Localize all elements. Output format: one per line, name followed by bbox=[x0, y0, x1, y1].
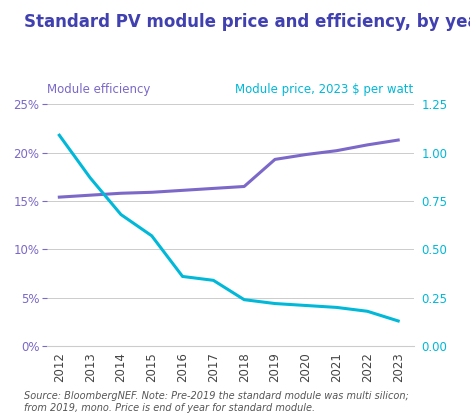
Text: Module price, 2023 $ per watt: Module price, 2023 $ per watt bbox=[235, 83, 414, 96]
Text: Module efficiency: Module efficiency bbox=[47, 83, 150, 96]
Text: Source: BloombergNEF. Note: Pre-2019 the standard module was multi silicon;
from: Source: BloombergNEF. Note: Pre-2019 the… bbox=[24, 391, 408, 413]
Text: Standard PV module price and efficiency, by year: Standard PV module price and efficiency,… bbox=[24, 13, 470, 30]
